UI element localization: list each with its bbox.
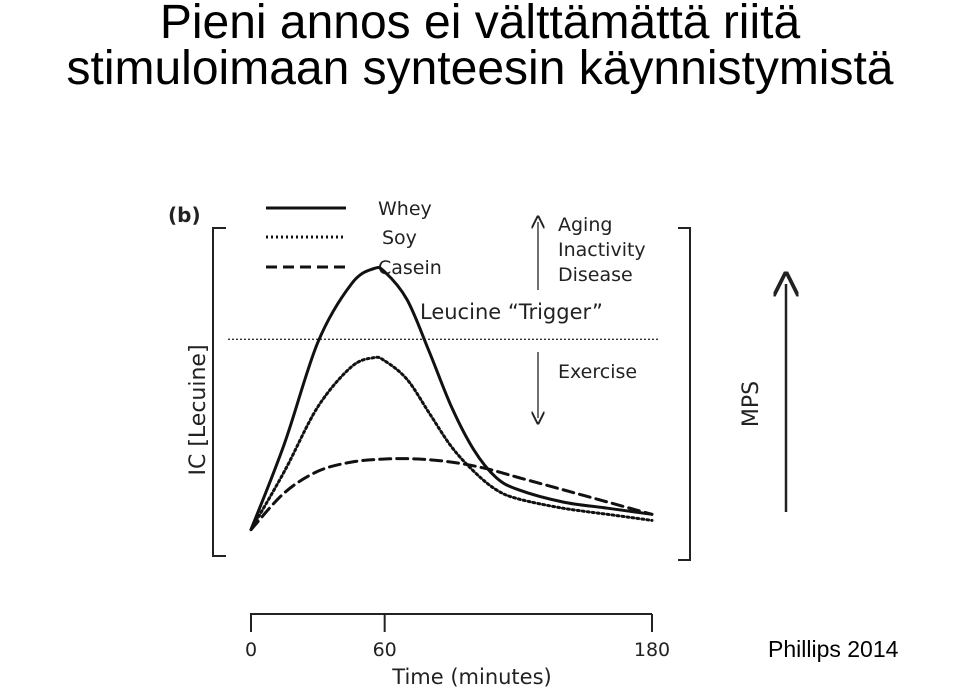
citation: Phillips 2014 <box>768 636 899 662</box>
title-line-2: stimuloimaan synteesin käynnistymistä <box>66 42 894 95</box>
y-axis-bracket <box>212 227 226 557</box>
x-axis-label: Time (minutes) <box>391 665 551 689</box>
panel-label: (b) <box>168 203 201 227</box>
series-line-whey <box>249 265 654 532</box>
x-axis: 0 60 180 <box>245 613 670 661</box>
series-line-soy <box>249 355 654 532</box>
mps-bracket <box>678 227 691 561</box>
series-line-casein <box>249 457 654 532</box>
leucine-trigger-label: Leucine “Trigger” <box>420 300 603 324</box>
annotation-aging: Aging <box>558 214 612 236</box>
series-group <box>249 265 654 532</box>
legend-whey-label: Whey <box>378 198 432 220</box>
annotation-exercise: Exercise <box>558 361 637 383</box>
y-axis-label: IC [Lecuine] <box>186 344 211 475</box>
slide-title: Pieni annos ei välttämättä riitä stimulo… <box>0 0 960 95</box>
annotation-inactivity: Inactivity <box>558 239 646 261</box>
mps-label: MPS <box>739 381 764 427</box>
x-tick-label-60: 60 <box>373 639 397 661</box>
title-line-1: Pieni annos ei välttämättä riitä <box>159 0 801 49</box>
legend: Whey Soy Casein <box>266 198 442 279</box>
legend-soy-label: Soy <box>382 227 417 249</box>
annotation-disease: Disease <box>558 264 633 286</box>
legend-casein-label: Casein <box>378 257 442 279</box>
x-tick-label-0: 0 <box>245 639 257 661</box>
x-tick-label-180: 180 <box>634 639 670 661</box>
